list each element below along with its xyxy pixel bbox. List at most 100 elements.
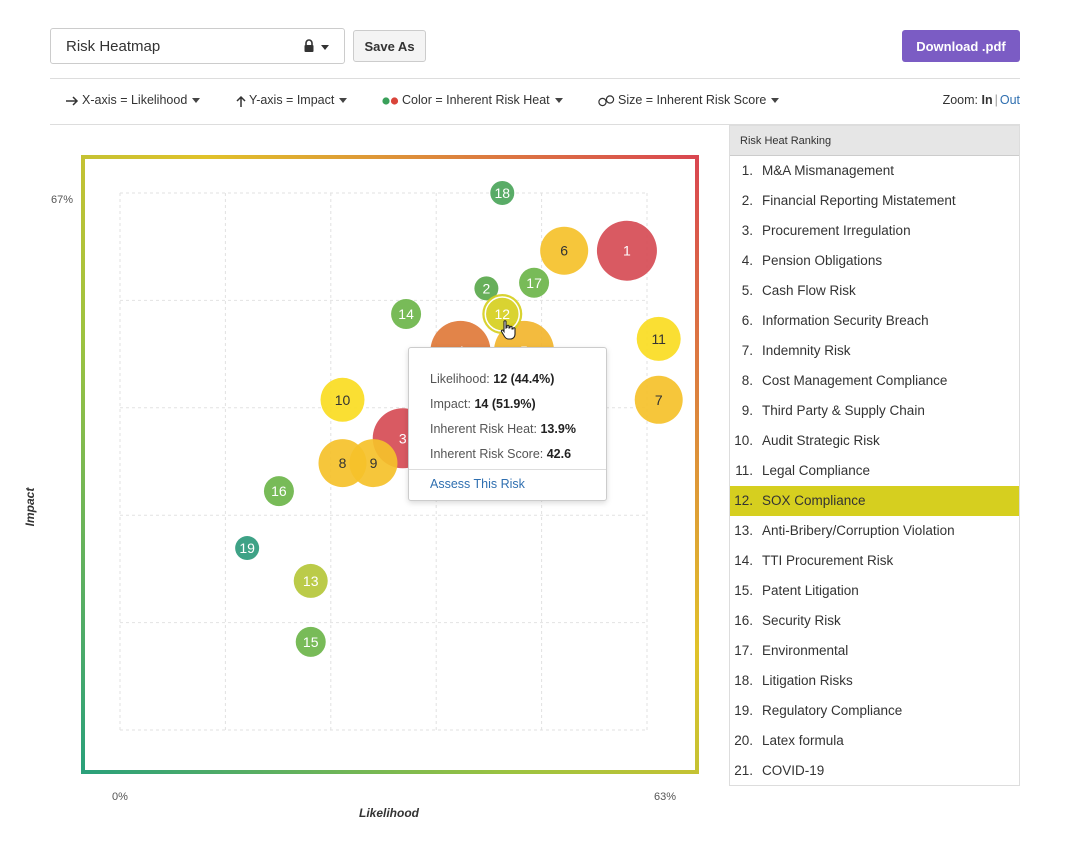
risk-bubble-label: 19 [239, 540, 255, 556]
size-dropdown[interactable]: Size = Inherent Risk Score [598, 93, 780, 107]
ranking-item[interactable]: 10. Audit Strategic Risk [730, 426, 1019, 456]
risk-bubble-circle[interactable] [519, 267, 550, 298]
ranking-item-name: Cost Management Compliance [762, 373, 948, 388]
x-axis-dropdown[interactable]: X-axis = Likelihood [66, 93, 201, 107]
tooltip-likelihood-value: 12 (44.4%) [493, 372, 555, 386]
ranking-item[interactable]: 6. Information Security Breach [730, 306, 1019, 336]
download-pdf-button[interactable]: Download .pdf [902, 30, 1020, 62]
zoom-separator: | [994, 93, 998, 107]
risk-bubble-circle[interactable] [295, 626, 326, 657]
ranking-item-name: TTI Procurement Risk [762, 553, 894, 568]
tooltip-likelihood-label: Likelihood: [430, 372, 490, 386]
risk-bubble-16[interactable]: 16 [263, 476, 294, 507]
ranking-item-number: 8. [741, 373, 753, 388]
ranking-item[interactable]: 9. Third Party & Supply Chain [730, 396, 1019, 426]
ranking-item[interactable]: 21. COVID-19 [730, 756, 1019, 786]
ranking-item-number: 20. [734, 733, 753, 748]
tooltip-heat-value: 13.9% [540, 422, 576, 436]
risk-bubble-circle[interactable] [474, 276, 499, 301]
ranking-item-name: M&A Mismanagement [762, 163, 895, 178]
ranking-item-name: Latex formula [762, 733, 844, 748]
ranking-item[interactable]: 16. Security Risk [730, 606, 1019, 636]
tooltip-divider [409, 469, 606, 470]
view-select[interactable]: Risk Heatmap [50, 28, 345, 64]
ranking-item[interactable]: 4. Pension Obligations [730, 246, 1019, 276]
ranking-item[interactable]: 3. Procurement Irregulation [730, 216, 1019, 246]
ranking-item[interactable]: 18. Litigation Risks [730, 666, 1019, 696]
risk-bubble-label: 7 [655, 392, 663, 408]
tooltip-score-value: 42.6 [546, 447, 572, 461]
ranking-item[interactable]: 1. M&A Mismanagement [730, 156, 1019, 186]
risk-bubble-circle[interactable] [596, 220, 657, 281]
ranking-item[interactable]: 14. TTI Procurement Risk [730, 546, 1019, 576]
ranking-item-number: 1. [741, 163, 753, 178]
risk-bubble-label: 18 [494, 185, 510, 201]
ranking-item-number: 21. [734, 763, 753, 778]
risk-bubble-label: 2 [482, 280, 490, 296]
ranking-item-name: Litigation Risks [762, 673, 853, 688]
lock-icon [304, 39, 314, 52]
view-name: Risk Heatmap [66, 38, 161, 55]
risk-bubble-15[interactable]: 15 [295, 626, 326, 657]
risk-bubble-circle[interactable] [540, 226, 589, 275]
risk-bubble-18[interactable]: 18 [490, 181, 515, 205]
risk-bubble-7[interactable]: 7 [634, 375, 683, 424]
ranking-item[interactable]: 8. Cost Management Compliance [730, 366, 1019, 396]
risk-bubble-11[interactable]: 11 [636, 316, 681, 361]
risk-bubble-12[interactable]: 12 [482, 294, 523, 335]
risk-bubble-10[interactable]: 10 [320, 377, 365, 422]
ranking-item-name: Regulatory Compliance [762, 703, 903, 718]
assess-risk-link[interactable]: Assess This Risk [430, 477, 525, 491]
risk-bubble-14[interactable]: 14 [391, 299, 422, 330]
ranking-item-number: 7. [741, 343, 753, 358]
ranking-item-name: Indemnity Risk [762, 343, 851, 358]
ranking-item[interactable]: 15. Patent Litigation [730, 576, 1019, 606]
risk-bubble-circle[interactable] [482, 294, 523, 335]
risk-bubble-9[interactable]: 9 [349, 439, 398, 488]
ranking-item[interactable]: 2. Financial Reporting Mistatement [730, 186, 1019, 216]
ranking-item[interactable]: 11. Legal Compliance [730, 456, 1019, 486]
risk-bubble-13[interactable]: 13 [293, 563, 328, 598]
color-dots-icon [382, 97, 399, 105]
x-axis-max-label: 63% [654, 791, 676, 803]
risk-bubble-circle[interactable] [634, 375, 683, 424]
color-label: Color = Inherent Risk Heat [402, 93, 550, 107]
ranking-item-name: Patent Litigation [762, 583, 859, 598]
risk-bubble-label: 14 [398, 306, 414, 322]
risk-bubble-circle[interactable] [293, 563, 328, 598]
divider [50, 124, 1020, 125]
ranking-item[interactable]: 7. Indemnity Risk [730, 336, 1019, 366]
ranking-item[interactable]: 17. Environmental [730, 636, 1019, 666]
risk-bubble-2[interactable]: 2 [474, 276, 499, 301]
ranking-item-name: Audit Strategic Risk [762, 433, 880, 448]
risk-bubble-17[interactable]: 17 [519, 267, 550, 298]
ranking-item[interactable]: 19. Regulatory Compliance [730, 696, 1019, 726]
ranking-item[interactable]: 13. Anti-Bribery/Corruption Violation [730, 516, 1019, 546]
risk-bubble-label: 17 [526, 275, 542, 291]
tooltip-likelihood: Likelihood: 12 (44.4%) [430, 372, 554, 386]
color-dropdown[interactable]: Color = Inherent Risk Heat [382, 93, 563, 107]
risk-bubble-circle[interactable] [636, 316, 681, 361]
risk-bubble-6[interactable]: 6 [540, 226, 589, 275]
risk-bubble-circle[interactable] [263, 476, 294, 507]
risk-bubble-label: 8 [339, 455, 347, 471]
zoom-out-link[interactable]: Out [999, 93, 1020, 107]
risk-bubble-circle[interactable] [490, 181, 515, 205]
ranking-item[interactable]: 12. SOX Compliance [730, 486, 1019, 516]
ranking-item[interactable]: 5. Cash Flow Risk [730, 276, 1019, 306]
zoom-in-link[interactable]: In [981, 93, 993, 107]
risk-bubble-19[interactable]: 19 [235, 536, 260, 561]
ranking-item-number: 16. [734, 613, 753, 628]
risk-bubble-circle[interactable] [391, 299, 422, 330]
ranking-item-name: Environmental [762, 643, 849, 658]
ranking-item-name: Pension Obligations [762, 253, 883, 268]
risk-bubble-circle[interactable] [349, 439, 398, 488]
ranking-item[interactable]: 20. Latex formula [730, 726, 1019, 756]
risk-bubble-1[interactable]: 1 [596, 220, 657, 281]
save-as-button[interactable]: Save As [353, 30, 426, 62]
ranking-item-number: 2. [741, 193, 753, 208]
y-axis-dropdown[interactable]: Y-axis = Impact [236, 93, 348, 107]
risk-bubble-circle[interactable] [235, 536, 260, 561]
zoom-label: Zoom: [942, 93, 978, 107]
risk-bubble-circle[interactable] [320, 377, 365, 422]
